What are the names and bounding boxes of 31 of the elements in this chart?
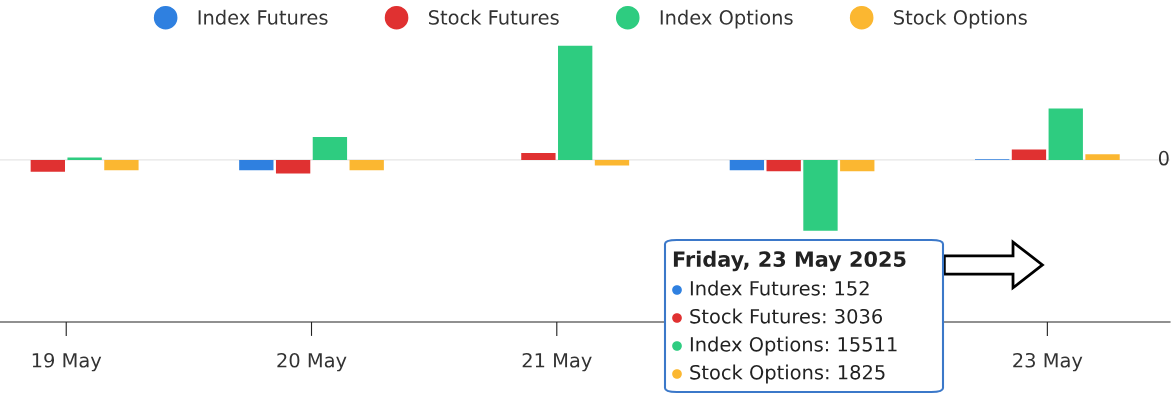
x-tick-label: 23 May — [1013, 352, 1083, 372]
legend-label: Stock Options — [894, 9, 1027, 29]
bar — [104, 159, 139, 171]
bar — [349, 159, 384, 171]
legend-label: Stock Futures — [428, 9, 559, 25]
bar — [594, 159, 630, 166]
text: Friday, 23 May 2025 — [673, 250, 906, 272]
bar — [239, 159, 274, 171]
bar — [729, 159, 765, 171]
bar — [1011, 149, 1047, 160]
bar — [30, 159, 65, 172]
bar — [275, 159, 311, 174]
bar — [1085, 154, 1120, 160]
legend-label: Index Futures — [198, 9, 328, 25]
ref-line-label: 0 — [1158, 150, 1169, 166]
x-tick-label: 19 May — [32, 352, 102, 372]
bar — [558, 45, 593, 160]
bar — [766, 159, 801, 172]
bar — [312, 137, 348, 160]
x-tick-label: 20 May — [277, 352, 347, 372]
bar — [803, 159, 838, 231]
bar — [521, 153, 556, 160]
text: Index Options: 15511 — [690, 336, 897, 356]
bar — [67, 157, 102, 160]
x-tick-label: 21 May — [522, 352, 592, 372]
bar — [840, 159, 875, 172]
text: Index Futures: 152 — [690, 280, 869, 296]
legend-label: Index Options — [660, 9, 793, 29]
bar — [1048, 108, 1083, 160]
text: Stock Futures: 3036 — [690, 308, 883, 324]
text: Stock Options: 1825 — [690, 364, 885, 384]
